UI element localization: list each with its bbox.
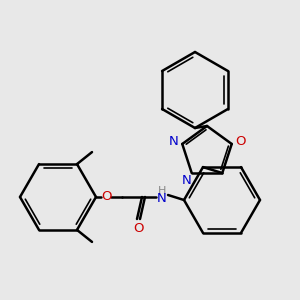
Text: O: O <box>101 190 111 203</box>
Text: N: N <box>157 193 167 206</box>
Text: H: H <box>158 186 166 196</box>
Text: O: O <box>235 135 245 148</box>
Text: O: O <box>133 223 143 236</box>
Text: N: N <box>169 135 178 148</box>
Text: N: N <box>182 174 191 187</box>
